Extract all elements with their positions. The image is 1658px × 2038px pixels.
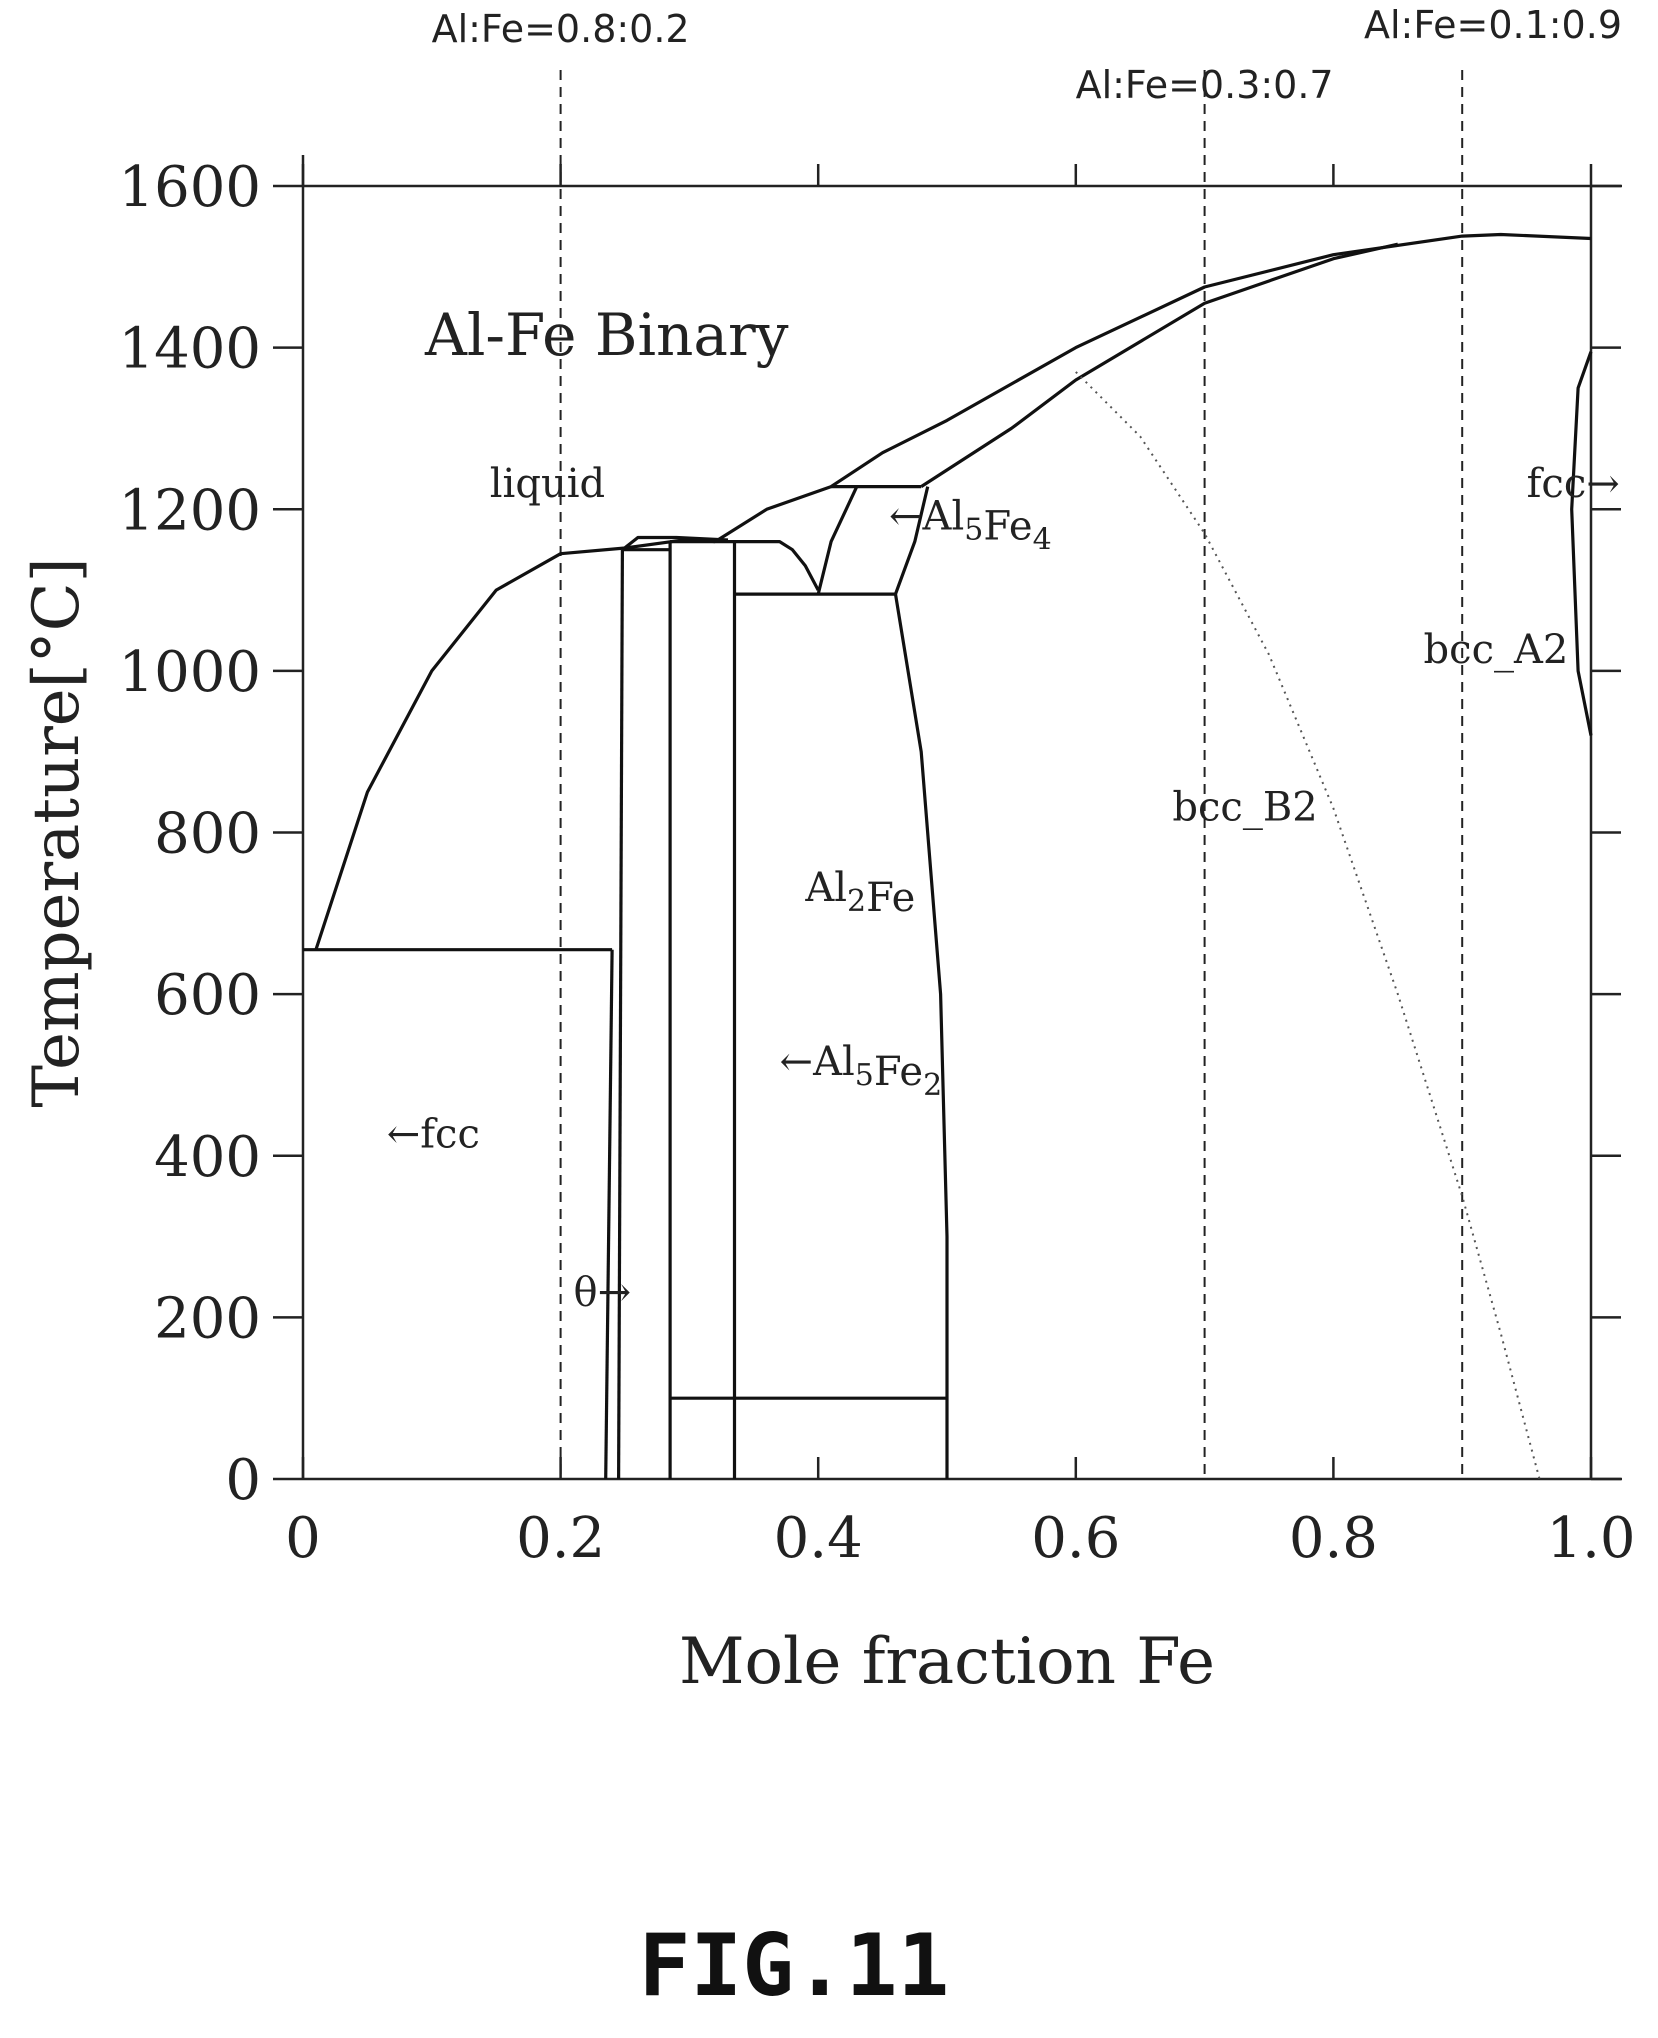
phase-boundary bbox=[1570, 351, 1593, 736]
region-label: fcc→ bbox=[1527, 461, 1620, 507]
region-label: bcc_A2 bbox=[1424, 627, 1569, 673]
region-label: liquid bbox=[490, 461, 605, 507]
region-label: θ→ bbox=[573, 1269, 631, 1315]
region-label: ←Al5Fe4 bbox=[889, 493, 1052, 557]
phase-boundary bbox=[893, 593, 949, 1479]
phase-boundaries bbox=[303, 232, 1593, 1480]
region-label: ←fcc bbox=[387, 1112, 480, 1158]
region-label: bcc_B2 bbox=[1172, 784, 1317, 830]
y-tick-label: 1600 bbox=[118, 155, 261, 220]
dotted-boundary bbox=[1075, 371, 1541, 1480]
reference-line-label: Al:Fe=0.8:0.2 bbox=[432, 7, 690, 51]
x-tick-label: 1.0 bbox=[1546, 1506, 1635, 1571]
x-axis-title: Mole fraction Fe bbox=[679, 1625, 1215, 1699]
reference-lines: Al:Fe=0.8:0.2 Al:Fe=0.3:0.7 Al:Fe=0.1:0.9 bbox=[432, 3, 1622, 1479]
y-tick-label: 200 bbox=[154, 1286, 261, 1351]
y-tick-label: 400 bbox=[154, 1125, 261, 1190]
region-label: ←Al5Fe2 bbox=[780, 1039, 943, 1103]
phase-boundary bbox=[604, 949, 614, 1480]
y-tick-label: 600 bbox=[154, 963, 261, 1028]
axes: 0 0.2 0.4 0.6 0.8 1.0 0 200 400 600 800 1000 1200 140… bbox=[118, 155, 1636, 1571]
phase-boundary bbox=[893, 486, 930, 595]
region-label: Al2Fe bbox=[804, 865, 915, 921]
x-tick-label: 0.6 bbox=[1031, 1506, 1120, 1571]
region-labels: liquid ←fcc θ→ Al2Fe ←Al5Fe2 ←Al5Fe4 bcc_B2 bcc… bbox=[387, 461, 1620, 1315]
y-tick-label: 1400 bbox=[118, 317, 261, 382]
y-tick-label: 1200 bbox=[118, 478, 261, 543]
phase-boundary bbox=[314, 537, 716, 951]
phase-boundary bbox=[816, 485, 859, 595]
reference-line-label: Al:Fe=0.1:0.9 bbox=[1364, 3, 1622, 47]
y-tick-label: 0 bbox=[225, 1448, 261, 1513]
phase-boundary bbox=[920, 242, 1399, 488]
figure-label: FIG.11 bbox=[639, 1916, 950, 2016]
x-tick-label: 0.8 bbox=[1289, 1506, 1378, 1571]
phase-boundary bbox=[617, 549, 624, 1480]
y-tick-label: 1000 bbox=[118, 640, 261, 705]
phase-boundary bbox=[714, 232, 1592, 543]
x-tick-label: 0.2 bbox=[516, 1506, 605, 1571]
reference-line-label: Al:Fe=0.3:0.7 bbox=[1076, 63, 1334, 107]
x-tick-label: 0.4 bbox=[774, 1506, 863, 1571]
chart-title: Al-Fe Binary bbox=[424, 301, 789, 369]
phase-boundary bbox=[734, 540, 820, 591]
y-tick-label: 800 bbox=[154, 802, 261, 867]
phase-boundary bbox=[621, 535, 729, 551]
x-tick-label: 0 bbox=[285, 1506, 321, 1571]
y-axis-title: Temperature[°C] bbox=[20, 557, 94, 1107]
